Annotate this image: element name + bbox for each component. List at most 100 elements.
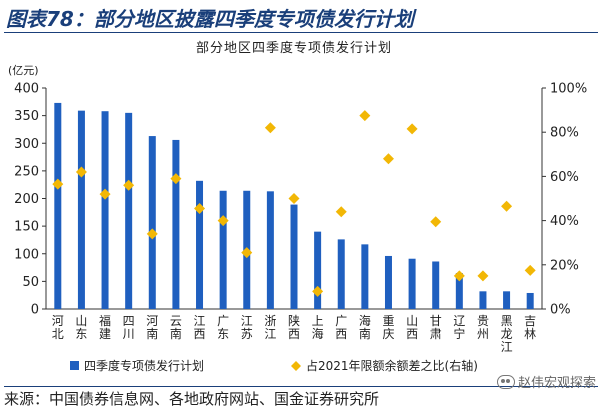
source-rule (4, 386, 598, 387)
x-tick-label: 南 (146, 326, 158, 341)
y-axis-unit: (亿元) (8, 64, 39, 77)
scatter-point (335, 206, 347, 218)
x-tick-label: 山 (75, 314, 87, 328)
x-tick-label: 西 (194, 327, 206, 341)
y-tick-label: 50 (22, 275, 39, 290)
y2-tick-label: 40% (550, 214, 579, 229)
y-tick-label: 250 (14, 164, 39, 179)
legend-bar-label: 四季度专项债发行计划 (84, 358, 204, 373)
figure-title: 图表78：部分地区披露四季度专项债发行计划 (6, 7, 414, 31)
scatter-point (52, 178, 64, 190)
bar (219, 190, 227, 309)
x-tick-label: 龙 (501, 327, 513, 341)
scatter-point (217, 215, 229, 227)
bar (479, 291, 487, 309)
x-tick-label: 山 (406, 314, 418, 328)
x-tick-label: 东 (217, 327, 229, 341)
x-tick-label: 黑 (501, 314, 513, 328)
x-tick-label: 东 (75, 327, 87, 341)
x-tick-label: 北 (52, 327, 64, 341)
bar (54, 102, 62, 309)
scatter-point (170, 173, 182, 185)
bar (196, 180, 204, 309)
x-tick-label: 江 (241, 314, 253, 328)
scatter-point (99, 188, 111, 200)
scatter-point (241, 247, 253, 259)
x-tick-label: 陕 (288, 313, 300, 328)
scatter-point (146, 228, 158, 240)
scatter-point (359, 110, 371, 122)
x-tick-label: 州 (477, 327, 489, 341)
scatter-point (75, 166, 87, 178)
x-tick-label: 川 (123, 327, 135, 341)
bar (337, 239, 345, 309)
scatter-point (430, 216, 442, 228)
x-tick-label: 苏 (241, 327, 253, 341)
x-tick-label: 河 (52, 314, 64, 328)
legend-bar-swatch (70, 361, 79, 370)
x-tick-label: 西 (335, 327, 347, 341)
bar (526, 292, 534, 309)
scatter-point (123, 179, 135, 191)
bar (148, 136, 156, 309)
y-tick-label: 150 (14, 220, 39, 235)
bar (172, 139, 180, 309)
y-tick-label: 100 (14, 247, 39, 262)
x-tick-label: 贵 (477, 314, 489, 328)
bar (408, 258, 416, 309)
x-tick-label: 肃 (430, 327, 442, 341)
x-tick-label: 南 (359, 326, 371, 341)
y-tick-label: 300 (14, 137, 39, 152)
watermark-text: 赵伟宏观探索 (517, 376, 596, 391)
scatter-point (501, 200, 513, 212)
x-tick-label: 四 (123, 314, 135, 328)
y-tick-label: 0 (31, 303, 39, 318)
legend-marker-label: 占2021年限额余额差之比(右轴) (306, 358, 478, 373)
x-tick-label: 南 (170, 326, 182, 341)
chart: 部分地区四季度专项债发行计划 (亿元) 0 50 100 150 200 250 300 350 4… (8, 40, 587, 373)
x-tick-label: 江 (264, 327, 276, 341)
bar (432, 261, 440, 309)
bar (314, 231, 322, 309)
x-tick-label: 庆 (382, 327, 394, 341)
bar (384, 255, 392, 309)
watermark: 赵伟宏观探索 (496, 372, 596, 391)
x-tick-label: 海 (359, 313, 371, 328)
legend-marker-swatch (291, 361, 301, 371)
bar (503, 291, 511, 309)
x-tick-label: 广 (217, 314, 229, 328)
x-tick-label: 吉 (524, 314, 536, 328)
bar (125, 112, 133, 309)
x-tick-label: 林 (524, 327, 536, 341)
x-tick-label: 甘 (430, 314, 442, 328)
x-tick-label: 江 (501, 340, 513, 354)
title-rule (4, 32, 598, 33)
x-tick-label: 广 (335, 314, 347, 328)
y-tick-label: 200 (14, 192, 39, 207)
x-tick-label: 海 (312, 326, 324, 341)
chart-title: 部分地区四季度专项债发行计划 (196, 40, 392, 56)
x-tick-label: 河 (146, 314, 158, 328)
y-tick-label: 350 (14, 109, 39, 124)
bar (290, 204, 298, 309)
scatter-point (477, 270, 489, 282)
x-tick-label: 建 (99, 327, 111, 341)
scatter-point (312, 285, 324, 297)
scatter-point (264, 122, 276, 134)
x-tick-label: 西 (406, 327, 418, 341)
x-tick-label: 江 (194, 314, 206, 328)
x-tick-label: 浙 (264, 314, 276, 328)
scatter-point (453, 270, 465, 282)
x-tick-label: 宁 (453, 326, 465, 341)
bar (101, 111, 109, 309)
scatter-point (382, 153, 394, 165)
bar (266, 191, 274, 309)
y2-tick-label: 0% (550, 303, 571, 318)
x-tick-label: 辽 (453, 314, 465, 328)
x-tick-label: 云 (170, 314, 182, 328)
x-tick-label: 重 (382, 314, 394, 328)
y2-tick-label: 80% (550, 126, 579, 141)
scatter-point (288, 193, 300, 204)
bar (77, 110, 85, 309)
